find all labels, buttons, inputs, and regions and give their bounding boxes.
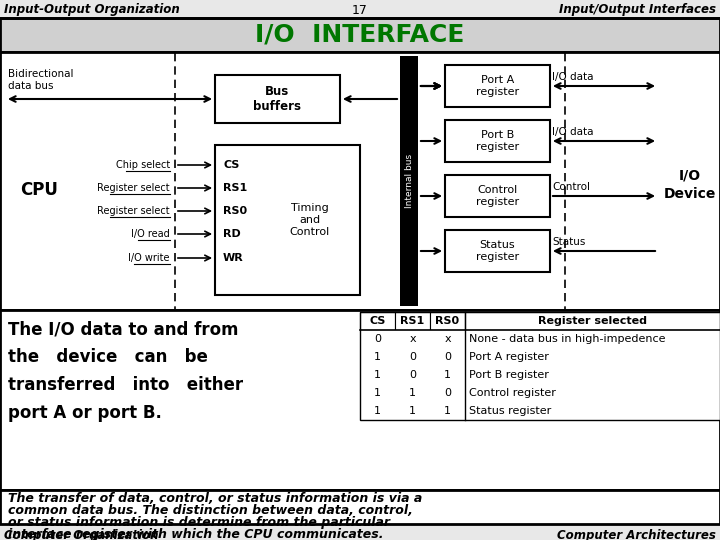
Bar bbox=[360, 384, 395, 402]
Text: x: x bbox=[409, 334, 416, 344]
Bar bbox=[430, 402, 465, 420]
Text: I/O data: I/O data bbox=[552, 72, 593, 82]
Text: RD: RD bbox=[223, 229, 240, 239]
Text: 0: 0 bbox=[444, 388, 451, 398]
Text: RS1: RS1 bbox=[223, 183, 247, 193]
Text: Computer Organization: Computer Organization bbox=[4, 529, 158, 540]
Text: WR: WR bbox=[223, 253, 244, 263]
Text: Port A
register: Port A register bbox=[476, 75, 519, 97]
Text: interface register with which the CPU communicates.: interface register with which the CPU co… bbox=[8, 528, 384, 540]
Text: Register selected: Register selected bbox=[538, 316, 647, 326]
Bar bbox=[360, 402, 395, 420]
Text: 1: 1 bbox=[409, 388, 416, 398]
Text: 1: 1 bbox=[444, 370, 451, 380]
Text: I/O read: I/O read bbox=[131, 229, 170, 239]
Bar bbox=[0, 18, 720, 52]
Text: Input/Output Interfaces: Input/Output Interfaces bbox=[559, 3, 716, 17]
Text: 0: 0 bbox=[409, 370, 416, 380]
Text: Register select: Register select bbox=[97, 183, 170, 193]
Bar bbox=[445, 65, 550, 107]
Text: Status register: Status register bbox=[469, 406, 552, 416]
Bar bbox=[445, 120, 550, 162]
Text: CS: CS bbox=[369, 316, 386, 326]
Bar bbox=[360, 348, 395, 366]
Bar bbox=[430, 330, 465, 348]
Bar bbox=[465, 348, 720, 366]
Text: Status
register: Status register bbox=[476, 240, 519, 262]
Text: Control: Control bbox=[552, 182, 590, 192]
Text: Control
register: Control register bbox=[476, 185, 519, 207]
Text: 1: 1 bbox=[444, 406, 451, 416]
Text: RS1: RS1 bbox=[400, 316, 425, 326]
Text: None - data bus in high-impedence: None - data bus in high-impedence bbox=[469, 334, 665, 344]
Bar bbox=[430, 384, 465, 402]
Bar bbox=[360, 366, 395, 384]
Bar bbox=[465, 366, 720, 384]
Text: 0: 0 bbox=[444, 352, 451, 362]
Text: I/O  INTERFACE: I/O INTERFACE bbox=[256, 23, 464, 47]
Text: 17: 17 bbox=[352, 3, 368, 17]
Bar bbox=[465, 312, 720, 330]
Bar bbox=[395, 366, 430, 384]
Text: Bidirectional
data bus: Bidirectional data bus bbox=[8, 70, 73, 91]
Text: x: x bbox=[444, 334, 451, 344]
Bar bbox=[465, 384, 720, 402]
Text: 1: 1 bbox=[374, 406, 381, 416]
Text: CS: CS bbox=[223, 160, 239, 170]
Bar bbox=[215, 145, 360, 295]
Text: Timing
and
Control: Timing and Control bbox=[290, 204, 330, 237]
Text: transferred   into   either: transferred into either bbox=[8, 376, 243, 394]
Text: 1: 1 bbox=[409, 406, 416, 416]
Text: RS0: RS0 bbox=[223, 206, 247, 216]
Text: Internal bus: Internal bus bbox=[405, 154, 413, 208]
Text: Port B register: Port B register bbox=[469, 370, 549, 380]
Bar bbox=[360, 312, 395, 330]
Bar bbox=[395, 402, 430, 420]
Text: 0: 0 bbox=[409, 352, 416, 362]
Text: Computer Architectures: Computer Architectures bbox=[557, 529, 716, 540]
Text: I/O write: I/O write bbox=[128, 253, 170, 263]
Bar bbox=[445, 230, 550, 272]
Text: port A or port B.: port A or port B. bbox=[8, 404, 162, 422]
Text: Input-Output Organization: Input-Output Organization bbox=[4, 3, 180, 17]
Bar bbox=[215, 75, 340, 123]
Bar bbox=[445, 175, 550, 217]
Bar bbox=[395, 384, 430, 402]
Bar bbox=[0, 310, 720, 490]
Bar bbox=[430, 312, 465, 330]
Text: Bus
buffers: Bus buffers bbox=[253, 85, 302, 113]
Text: 1: 1 bbox=[374, 370, 381, 380]
Text: Port B
register: Port B register bbox=[476, 130, 519, 152]
Text: I/O
Device: I/O Device bbox=[664, 169, 716, 201]
Text: The I/O data to and from: The I/O data to and from bbox=[8, 320, 238, 338]
Text: I/O data: I/O data bbox=[552, 127, 593, 137]
Bar bbox=[430, 366, 465, 384]
Text: 1: 1 bbox=[374, 388, 381, 398]
Text: Chip select: Chip select bbox=[116, 160, 170, 170]
Bar bbox=[0, 52, 720, 310]
Bar bbox=[360, 330, 395, 348]
Text: RS0: RS0 bbox=[436, 316, 459, 326]
Bar bbox=[465, 330, 720, 348]
Text: Port A register: Port A register bbox=[469, 352, 549, 362]
Bar bbox=[395, 312, 430, 330]
Text: or status information is determine from the particular: or status information is determine from … bbox=[8, 516, 390, 529]
Bar bbox=[400, 56, 418, 306]
Bar bbox=[430, 348, 465, 366]
Text: 0: 0 bbox=[374, 334, 381, 344]
Bar bbox=[465, 402, 720, 420]
Text: CPU: CPU bbox=[20, 181, 58, 199]
Bar bbox=[395, 348, 430, 366]
Text: Control register: Control register bbox=[469, 388, 556, 398]
Text: 1: 1 bbox=[374, 352, 381, 362]
Text: The transfer of data, control, or status information is via a: The transfer of data, control, or status… bbox=[8, 492, 422, 505]
Bar bbox=[0, 490, 720, 524]
Text: the   device   can   be: the device can be bbox=[8, 348, 208, 366]
Bar bbox=[395, 330, 430, 348]
Text: common data bus. The distinction between data, control,: common data bus. The distinction between… bbox=[8, 504, 413, 517]
Text: Status: Status bbox=[552, 237, 585, 247]
Bar bbox=[360, 312, 720, 420]
Text: Register select: Register select bbox=[97, 206, 170, 216]
